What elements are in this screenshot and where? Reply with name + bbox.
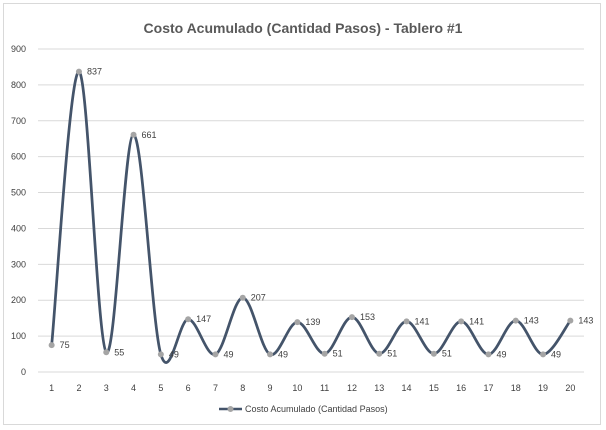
data-point: [458, 318, 465, 325]
data-label: 49: [169, 349, 179, 359]
data-label: 147: [196, 314, 211, 324]
y-axis: 0 100 200 300 400 500 600 700 800 900: [11, 44, 26, 377]
x-tick-label: 9: [268, 383, 273, 393]
x-tick-label: 7: [213, 383, 218, 393]
y-tick-label: 800: [11, 80, 26, 90]
legend-label: Costo Acumulado (Cantidad Pasos): [245, 404, 388, 414]
y-tick-label: 400: [11, 223, 26, 233]
data-point: [212, 351, 219, 358]
x-tick-label: 5: [158, 383, 163, 393]
data-point: [321, 350, 328, 357]
data-label: 139: [305, 317, 320, 327]
data-point: [239, 294, 246, 301]
data-label: 141: [415, 316, 430, 326]
data-point: [403, 318, 410, 325]
data-label: 661: [142, 130, 157, 140]
x-axis: 1 2 3 4 5 6 7 8 9 10 11 12 13 14 15 16 17 18 19 20: [49, 383, 575, 393]
data-point: [376, 350, 383, 357]
data-point: [130, 131, 137, 138]
x-tick-label: 8: [240, 383, 245, 393]
data-point: [294, 319, 301, 326]
data-label: 49: [278, 349, 288, 359]
data-label: 141: [469, 316, 484, 326]
x-tick-label: 15: [429, 383, 439, 393]
legend: Costo Acumulado (Cantidad Pasos): [219, 404, 388, 414]
y-tick-label: 500: [11, 188, 26, 198]
x-tick-label: 6: [186, 383, 191, 393]
y-tick-label: 100: [11, 331, 26, 341]
data-point: [48, 342, 55, 349]
data-point: [512, 317, 519, 324]
data-label: 49: [551, 349, 561, 359]
data-point: [540, 351, 547, 358]
data-point: [567, 317, 574, 324]
data-point: [267, 351, 274, 358]
data-label: 49: [223, 349, 233, 359]
x-tick-label: 1: [49, 383, 54, 393]
data-label: 49: [496, 349, 506, 359]
data-label: 143: [524, 316, 539, 326]
x-tick-label: 10: [292, 383, 302, 393]
y-tick-label: 600: [11, 152, 26, 162]
data-point: [430, 350, 437, 357]
data-point: [103, 349, 110, 356]
series-layer: 75 837 55 661 49 147 49 207 49 139 51 153 51 141 51 141…: [48, 67, 593, 364]
y-tick-label: 200: [11, 295, 26, 305]
chart-area: Costo Acumulado (Cantidad Pasos) - Table…: [3, 3, 601, 425]
data-label: 207: [251, 293, 266, 303]
data-label: 75: [60, 340, 70, 350]
y-tick-label: 0: [21, 367, 26, 377]
data-point: [157, 351, 164, 358]
x-tick-label: 11: [320, 383, 329, 393]
line-chart: Costo Acumulado (Cantidad Pasos) - Table…: [11, 20, 593, 414]
y-tick-label: 900: [11, 44, 26, 54]
x-tick-label: 17: [483, 383, 493, 393]
x-tick-label: 14: [402, 383, 412, 393]
x-tick-label: 19: [538, 383, 548, 393]
legend-marker-icon: [227, 406, 234, 412]
data-label: 837: [87, 67, 102, 77]
chart-title: Costo Acumulado (Cantidad Pasos) - Table…: [144, 20, 463, 36]
data-label: 51: [442, 349, 452, 359]
x-tick-label: 4: [131, 383, 136, 393]
x-tick-label: 13: [374, 383, 384, 393]
data-label: 51: [333, 349, 343, 359]
data-label: 51: [387, 349, 397, 359]
x-tick-label: 18: [511, 383, 521, 393]
data-point: [75, 68, 82, 75]
y-tick-label: 700: [11, 116, 26, 126]
data-label: 153: [360, 312, 375, 322]
data-label: 55: [114, 347, 124, 357]
y-tick-label: 300: [11, 259, 26, 269]
x-tick-label: 3: [104, 383, 109, 393]
data-point: [485, 351, 492, 358]
x-tick-label: 12: [347, 383, 357, 393]
data-label: 143: [578, 316, 593, 326]
x-tick-label: 2: [76, 383, 81, 393]
data-point: [185, 316, 192, 323]
data-point: [348, 314, 355, 321]
x-tick-label: 16: [456, 383, 466, 393]
x-tick-label: 20: [565, 383, 575, 393]
